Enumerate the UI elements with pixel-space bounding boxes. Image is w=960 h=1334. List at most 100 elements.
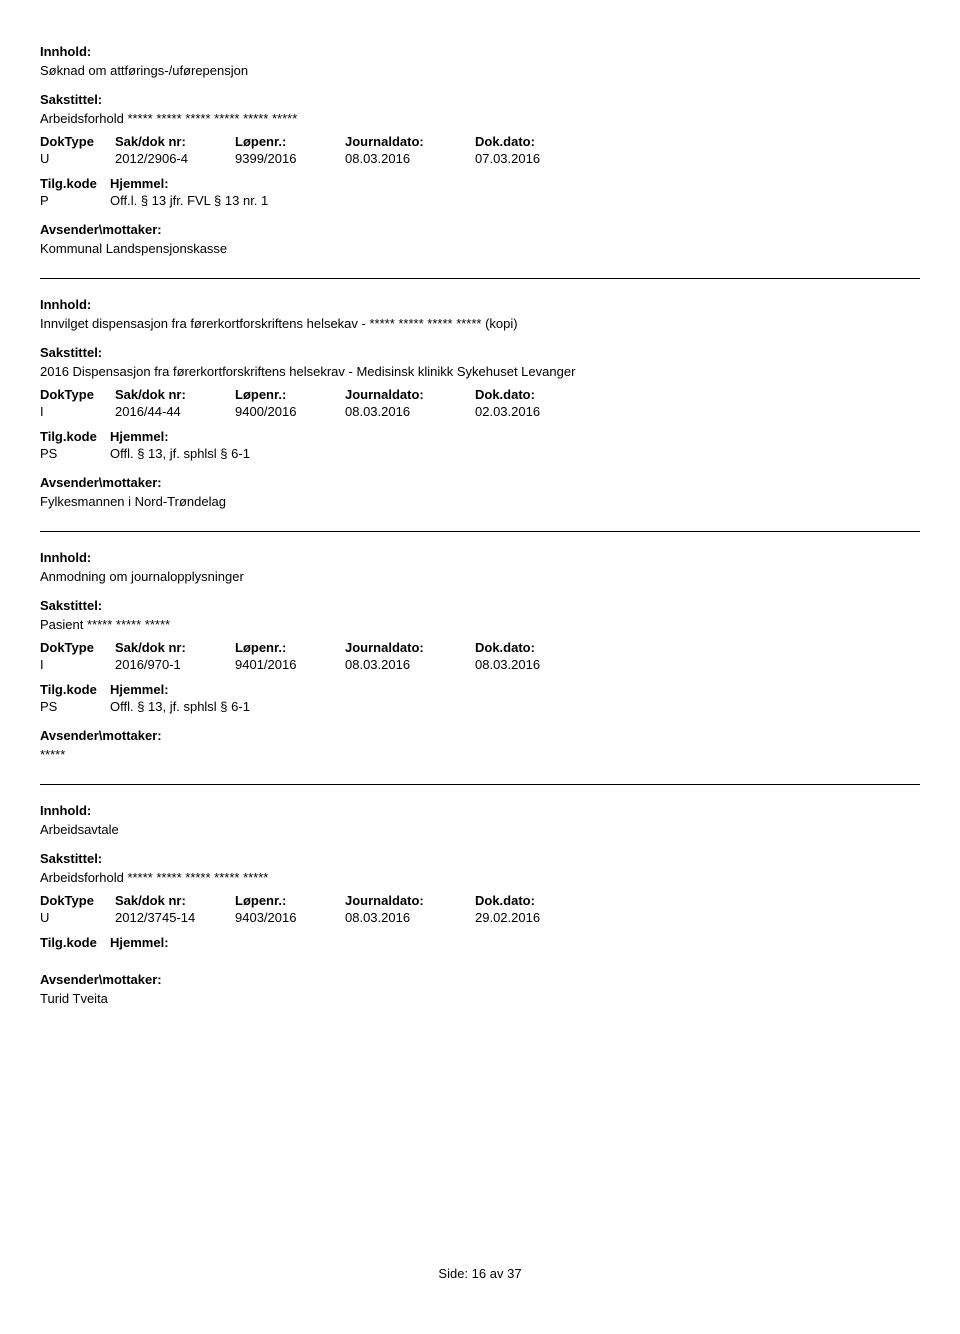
dokdato-value: 29.02.2016 (475, 910, 605, 925)
value-row: I 2016/970-1 9401/2016 08.03.2016 08.03.… (40, 657, 920, 672)
lopenr-value: 9401/2016 (235, 657, 345, 672)
dokdato-value: 02.03.2016 (475, 404, 605, 419)
journaldato-value: 08.03.2016 (345, 657, 475, 672)
hjemmel-header: Hjemmel: (110, 429, 169, 444)
dokdato-header: Dok.dato: (475, 640, 605, 655)
page-footer: Side: 16 av 37 (40, 1266, 920, 1281)
innhold-label: Innhold: (40, 803, 920, 818)
avsender-value: ***** (40, 747, 920, 762)
doktype-value: U (40, 910, 115, 925)
sakstittel-label: Sakstittel: (40, 345, 920, 360)
innhold-value: Arbeidsavtale (40, 822, 920, 837)
innhold-value: Anmodning om journalopplysninger (40, 569, 920, 584)
dokdato-value: 07.03.2016 (475, 151, 605, 166)
header-row: DokType Sak/dok nr: Løpenr.: Journaldato… (40, 893, 920, 908)
avsender-label: Avsender\mottaker: (40, 972, 920, 987)
lopenr-header: Løpenr.: (235, 640, 345, 655)
tilg-header-row: Tilg.kode Hjemmel: (40, 935, 920, 950)
journaldato-header: Journaldato: (345, 640, 475, 655)
doktype-value: I (40, 404, 115, 419)
hjemmel-value: Off.l. § 13 jfr. FVL § 13 nr. 1 (110, 193, 268, 208)
separator (40, 784, 920, 785)
avsender-label: Avsender\mottaker: (40, 475, 920, 490)
lopenr-value: 9400/2016 (235, 404, 345, 419)
value-row: U 2012/2906-4 9399/2016 08.03.2016 07.03… (40, 151, 920, 166)
sakstittel-label: Sakstittel: (40, 851, 920, 866)
page-number: 16 (472, 1266, 486, 1281)
sakdok-value: 2016/44-44 (115, 404, 235, 419)
avsender-label: Avsender\mottaker: (40, 728, 920, 743)
avsender-value: Kommunal Landspensjonskasse (40, 241, 920, 256)
innhold-value: Søknad om attførings-/uførepensjon (40, 63, 920, 78)
sakstittel-label: Sakstittel: (40, 92, 920, 107)
sakstittel-value: 2016 Dispensasjon fra førerkortforskrift… (40, 364, 920, 379)
header-row: DokType Sak/dok nr: Løpenr.: Journaldato… (40, 387, 920, 402)
journal-entry: Innhold: Innvilget dispensasjon fra føre… (40, 297, 920, 509)
tilgkode-value: PS (40, 699, 110, 714)
sakdok-header: Sak/dok nr: (115, 134, 235, 149)
dokdato-header: Dok.dato: (475, 893, 605, 908)
avsender-value: Fylkesmannen i Nord-Trøndelag (40, 494, 920, 509)
doktype-header: DokType (40, 134, 115, 149)
lopenr-value: 9399/2016 (235, 151, 345, 166)
innhold-value: Innvilget dispensasjon fra førerkortfors… (40, 316, 920, 331)
header-row: DokType Sak/dok nr: Løpenr.: Journaldato… (40, 134, 920, 149)
doktype-header: DokType (40, 640, 115, 655)
journal-entry: Innhold: Søknad om attførings-/uførepens… (40, 44, 920, 256)
lopenr-header: Løpenr.: (235, 387, 345, 402)
doktype-value: U (40, 151, 115, 166)
journaldato-value: 08.03.2016 (345, 151, 475, 166)
sakstittel-value: Pasient ***** ***** ***** (40, 617, 920, 632)
innhold-label: Innhold: (40, 44, 920, 59)
sakstittel-value: Arbeidsforhold ***** ***** ***** ***** *… (40, 111, 920, 126)
tilg-header-row: Tilg.kode Hjemmel: (40, 429, 920, 444)
innhold-label: Innhold: (40, 297, 920, 312)
hjemmel-header: Hjemmel: (110, 935, 169, 950)
tilgkode-value: PS (40, 446, 110, 461)
doktype-header: DokType (40, 387, 115, 402)
value-row: I 2016/44-44 9400/2016 08.03.2016 02.03.… (40, 404, 920, 419)
hjemmel-header: Hjemmel: (110, 682, 169, 697)
tilg-value-row: PS Offl. § 13, jf. sphlsl § 6-1 (40, 446, 920, 461)
journaldato-header: Journaldato: (345, 893, 475, 908)
doktype-value: I (40, 657, 115, 672)
sakdok-value: 2012/3745-14 (115, 910, 235, 925)
journaldato-header: Journaldato: (345, 134, 475, 149)
side-label: Side: (438, 1266, 468, 1281)
dokdato-header: Dok.dato: (475, 387, 605, 402)
avsender-value: Turid Tveita (40, 991, 920, 1006)
sakstittel-value: Arbeidsforhold ***** ***** ***** ***** *… (40, 870, 920, 885)
dokdato-value: 08.03.2016 (475, 657, 605, 672)
total-pages: 37 (507, 1266, 521, 1281)
tilg-value-row: P Off.l. § 13 jfr. FVL § 13 nr. 1 (40, 193, 920, 208)
tilgkode-header: Tilg.kode (40, 682, 110, 697)
header-row: DokType Sak/dok nr: Løpenr.: Journaldato… (40, 640, 920, 655)
value-row: U 2012/3745-14 9403/2016 08.03.2016 29.0… (40, 910, 920, 925)
sakdok-header: Sak/dok nr: (115, 893, 235, 908)
journal-entry: Innhold: Arbeidsavtale Sakstittel: Arbei… (40, 803, 920, 1006)
journaldato-header: Journaldato: (345, 387, 475, 402)
sakdok-header: Sak/dok nr: (115, 387, 235, 402)
doktype-header: DokType (40, 893, 115, 908)
sakdok-header: Sak/dok nr: (115, 640, 235, 655)
tilg-header-row: Tilg.kode Hjemmel: (40, 682, 920, 697)
journaldato-value: 08.03.2016 (345, 404, 475, 419)
tilgkode-header: Tilg.kode (40, 176, 110, 191)
innhold-label: Innhold: (40, 550, 920, 565)
dokdato-header: Dok.dato: (475, 134, 605, 149)
hjemmel-header: Hjemmel: (110, 176, 169, 191)
sakdok-value: 2016/970-1 (115, 657, 235, 672)
tilgkode-value: P (40, 193, 110, 208)
separator (40, 531, 920, 532)
lopenr-header: Løpenr.: (235, 893, 345, 908)
sakstittel-label: Sakstittel: (40, 598, 920, 613)
hjemmel-value: Offl. § 13, jf. sphlsl § 6-1 (110, 446, 250, 461)
tilgkode-header: Tilg.kode (40, 935, 110, 950)
journal-entry: Innhold: Anmodning om journalopplysninge… (40, 550, 920, 762)
tilgkode-header: Tilg.kode (40, 429, 110, 444)
tilg-value-row: PS Offl. § 13, jf. sphlsl § 6-1 (40, 699, 920, 714)
separator (40, 278, 920, 279)
hjemmel-value: Offl. § 13, jf. sphlsl § 6-1 (110, 699, 250, 714)
sakdok-value: 2012/2906-4 (115, 151, 235, 166)
tilg-header-row: Tilg.kode Hjemmel: (40, 176, 920, 191)
